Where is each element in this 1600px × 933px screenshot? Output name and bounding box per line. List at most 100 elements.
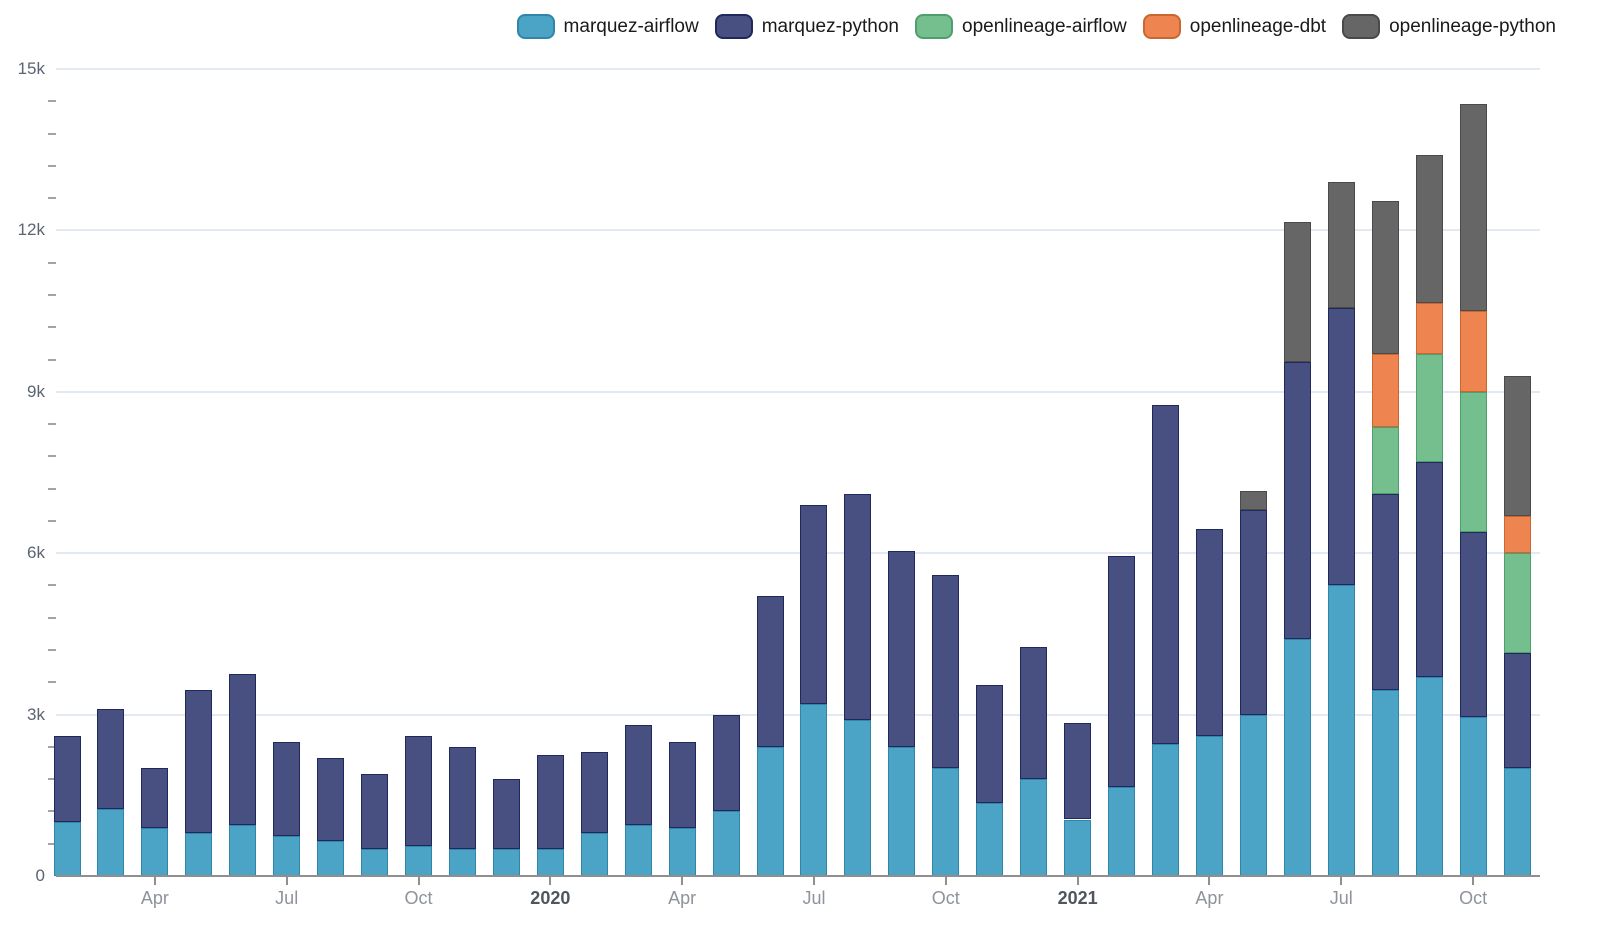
bar-segment-marquez-airflow-Jun-2019[interactable]	[229, 824, 257, 876]
y-minor-tick	[48, 649, 56, 652]
bar-segment-marquez-airflow-Oct-2021[interactable]	[1459, 717, 1487, 876]
bar-segment-marquez-airflow-Nov-2020[interactable]	[976, 803, 1004, 876]
bar-segment-marquez-airflow-Aug-2021[interactable]	[1371, 690, 1399, 876]
bar-segment-marquez-airflow-Nov-2021[interactable]	[1503, 768, 1531, 876]
bar-segment-marquez-python-Jul-2021[interactable]	[1327, 308, 1355, 586]
bar-segment-marquez-airflow-Feb-2019[interactable]	[53, 822, 81, 876]
bar-segment-marquez-airflow-Apr-2021[interactable]	[1195, 736, 1223, 876]
bar-segment-marquez-airflow-Apr-2020[interactable]	[668, 827, 696, 876]
y-minor-tick	[48, 519, 56, 522]
bar-segment-marquez-airflow-May-2021[interactable]	[1239, 714, 1267, 876]
legend-item-marquez-python[interactable]: marquez-python	[714, 14, 899, 39]
bar-segment-marquez-airflow-Dec-2019[interactable]	[492, 849, 520, 876]
bar-segment-marquez-python-Dec-2020[interactable]	[1020, 647, 1048, 780]
legend-item-openlineage-airflow[interactable]: openlineage-airflow	[915, 14, 1127, 39]
bar-segment-marquez-airflow-Jul-2019[interactable]	[273, 835, 301, 876]
bar-segment-marquez-python-Oct-2021[interactable]	[1459, 531, 1487, 718]
bar-segment-marquez-airflow-May-2020[interactable]	[712, 811, 740, 876]
legend-swatch-icon	[915, 14, 953, 39]
y-minor-tick	[48, 810, 56, 813]
bar-segment-openlineage-python-May-2021[interactable]	[1239, 491, 1267, 511]
bar-segment-openlineage-dbt-Sep-2021[interactable]	[1415, 303, 1443, 355]
bar-segment-marquez-python-Nov-2020[interactable]	[976, 685, 1004, 804]
bar-segment-marquez-airflow-Jun-2021[interactable]	[1283, 639, 1311, 876]
bar-segment-marquez-airflow-Sep-2020[interactable]	[888, 746, 916, 876]
bar-segment-marquez-python-Jun-2021[interactable]	[1283, 362, 1311, 640]
bar-segment-marquez-airflow-Oct-2019[interactable]	[405, 846, 433, 876]
bar-segment-openlineage-python-Oct-2021[interactable]	[1459, 103, 1487, 312]
bar-segment-openlineage-airflow-Oct-2021[interactable]	[1459, 391, 1487, 532]
legend-swatch-icon	[1142, 14, 1181, 39]
bar-segment-marquez-airflow-Aug-2019[interactable]	[317, 841, 345, 876]
bar-segment-marquez-airflow-Mar-2021[interactable]	[1152, 744, 1179, 876]
bar-segment-marquez-airflow-Jan-2020[interactable]	[536, 849, 564, 876]
bar-segment-marquez-python-Apr-2021[interactable]	[1195, 528, 1223, 737]
bar-segment-marquez-python-Oct-2019[interactable]	[405, 736, 433, 847]
bar-segment-marquez-python-Aug-2021[interactable]	[1371, 494, 1399, 691]
bar-segment-openlineage-airflow-Sep-2021[interactable]	[1415, 354, 1443, 462]
bar-segment-marquez-airflow-Oct-2020[interactable]	[932, 768, 960, 876]
bar-segment-marquez-airflow-Jan-2021[interactable]	[1064, 819, 1092, 876]
bar-segment-marquez-python-Nov-2021[interactable]	[1503, 652, 1531, 769]
bar-segment-marquez-python-Jun-2020[interactable]	[756, 596, 784, 747]
y-minor-tick	[48, 423, 56, 426]
bar-segment-marquez-python-Feb-2021[interactable]	[1108, 555, 1136, 788]
bar-segment-marquez-python-Sep-2021[interactable]	[1415, 461, 1443, 677]
bar-segment-marquez-python-Sep-2020[interactable]	[888, 550, 916, 747]
x-axis-label-Jul: Jul	[1329, 888, 1353, 908]
bar-segment-marquez-python-Mar-2019[interactable]	[97, 709, 125, 809]
bar-segment-openlineage-airflow-Aug-2021[interactable]	[1371, 426, 1399, 495]
bar-segment-marquez-airflow-Sep-2019[interactable]	[361, 849, 389, 876]
bar-segment-marquez-airflow-Aug-2020[interactable]	[844, 719, 872, 876]
bar-segment-marquez-python-Jun-2019[interactable]	[229, 674, 257, 825]
bar-segment-marquez-airflow-Nov-2019[interactable]	[448, 849, 476, 876]
legend-item-openlineage-dbt[interactable]: openlineage-dbt	[1142, 14, 1327, 39]
bar-segment-marquez-python-Aug-2019[interactable]	[317, 757, 345, 841]
bar-segment-marquez-python-Oct-2020[interactable]	[932, 574, 960, 769]
bar-segment-marquez-airflow-Sep-2021[interactable]	[1415, 676, 1443, 876]
bar-segment-openlineage-airflow-Nov-2021[interactable]	[1503, 553, 1531, 653]
bar-segment-marquez-python-Aug-2020[interactable]	[844, 494, 872, 720]
legend-item-label: openlineage-dbt	[1189, 15, 1327, 37]
bar-segment-marquez-airflow-Mar-2020[interactable]	[624, 824, 652, 876]
bar-segment-marquez-python-Jan-2021[interactable]	[1064, 722, 1092, 820]
bar-segment-marquez-airflow-Feb-2020[interactable]	[580, 832, 608, 876]
bar-segment-marquez-airflow-Mar-2019[interactable]	[97, 808, 125, 876]
bar-segment-marquez-python-Jul-2019[interactable]	[273, 741, 301, 836]
bar-segment-marquez-python-Apr-2019[interactable]	[141, 768, 169, 828]
bar-segment-marquez-python-Nov-2019[interactable]	[448, 746, 476, 850]
bar-segment-marquez-python-Dec-2019[interactable]	[492, 779, 520, 850]
bar-segment-marquez-airflow-May-2019[interactable]	[185, 832, 213, 876]
y-gridline-9k	[56, 390, 1540, 393]
y-gridline-3k	[56, 713, 1540, 716]
bar-segment-openlineage-python-Aug-2021[interactable]	[1371, 200, 1399, 355]
bar-segment-marquez-python-May-2021[interactable]	[1239, 510, 1267, 715]
bar-segment-openlineage-python-Jul-2021[interactable]	[1327, 181, 1355, 309]
bar-segment-openlineage-python-Nov-2021[interactable]	[1503, 375, 1531, 516]
bar-segment-openlineage-python-Jun-2021[interactable]	[1283, 222, 1311, 363]
bar-segment-marquez-airflow-Apr-2019[interactable]	[141, 827, 169, 876]
bar-segment-openlineage-dbt-Aug-2021[interactable]	[1371, 354, 1399, 427]
bar-segment-marquez-python-Sep-2019[interactable]	[361, 773, 389, 850]
bar-segment-marquez-python-Feb-2020[interactable]	[580, 752, 608, 833]
bar-segment-marquez-python-May-2020[interactable]	[712, 714, 740, 812]
bar-segment-marquez-python-Jul-2020[interactable]	[800, 504, 828, 704]
bar-segment-marquez-airflow-Feb-2021[interactable]	[1108, 787, 1136, 876]
bar-segment-openlineage-dbt-Nov-2021[interactable]	[1503, 515, 1531, 554]
legend-item-marquez-airflow[interactable]: marquez-airflow	[516, 14, 699, 39]
bar-segment-marquez-python-Apr-2020[interactable]	[668, 741, 696, 828]
legend-item-openlineage-python[interactable]: openlineage-python	[1342, 14, 1556, 39]
legend-swatch-icon	[1342, 14, 1381, 39]
bar-segment-marquez-python-Jan-2020[interactable]	[536, 754, 564, 850]
bar-segment-marquez-python-Mar-2020[interactable]	[624, 725, 652, 825]
bar-segment-marquez-python-May-2019[interactable]	[185, 690, 213, 833]
bar-segment-marquez-airflow-Jul-2020[interactable]	[800, 703, 828, 876]
bar-segment-marquez-python-Feb-2019[interactable]	[53, 736, 81, 823]
bar-segment-openlineage-python-Sep-2021[interactable]	[1415, 155, 1443, 304]
bar-segment-marquez-airflow-Jul-2021[interactable]	[1327, 585, 1355, 876]
bar-segment-marquez-python-Mar-2021[interactable]	[1152, 405, 1179, 745]
x-tick-Jul	[1340, 877, 1343, 885]
bar-segment-marquez-airflow-Jun-2020[interactable]	[756, 746, 784, 876]
bar-segment-openlineage-dbt-Oct-2021[interactable]	[1459, 311, 1487, 392]
bar-segment-marquez-airflow-Dec-2020[interactable]	[1020, 779, 1048, 876]
